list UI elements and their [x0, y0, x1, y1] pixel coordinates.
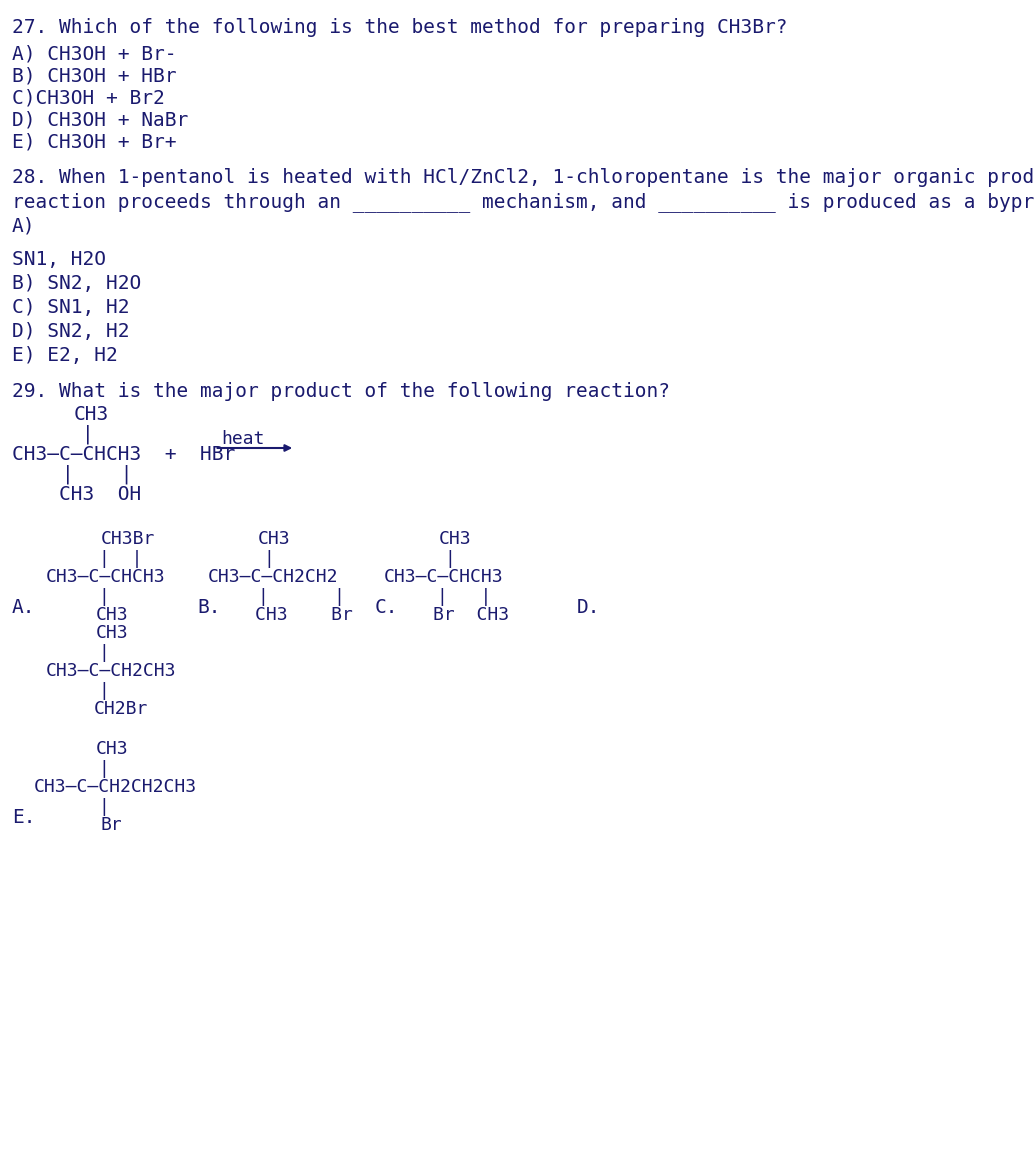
- Text: C.: C.: [374, 598, 398, 617]
- Text: D) CH3OH + NaBr: D) CH3OH + NaBr: [12, 109, 188, 129]
- Text: |: |: [98, 682, 110, 700]
- Text: CH3—C—CH2CH2CH3: CH3—C—CH2CH2CH3: [33, 778, 196, 796]
- Text: CH3—C—CHCH3: CH3—C—CHCH3: [384, 568, 504, 586]
- Text: D) SN2, H2: D) SN2, H2: [12, 323, 129, 341]
- Text: CH3  OH: CH3 OH: [59, 485, 142, 505]
- Text: B) CH3OH + HBr: B) CH3OH + HBr: [12, 66, 177, 85]
- Text: |      |: | |: [258, 588, 345, 606]
- Text: C)CH3OH + Br2: C)CH3OH + Br2: [12, 88, 164, 107]
- Text: |: |: [444, 550, 455, 568]
- Text: |    |: | |: [62, 465, 132, 485]
- Text: |  |: | |: [98, 550, 142, 568]
- Text: A.: A.: [12, 598, 35, 617]
- Text: CH3—C—CHCH3: CH3—C—CHCH3: [45, 568, 165, 586]
- Text: Br: Br: [100, 816, 122, 834]
- Text: E) E2, H2: E) E2, H2: [12, 346, 118, 365]
- Text: CH3Br: CH3Br: [100, 530, 155, 548]
- Text: CH2Br: CH2Br: [94, 700, 148, 718]
- Text: CH3: CH3: [258, 530, 291, 548]
- Text: 28. When 1-pentanol is heated with HCl/ZnCl2, 1-chloropentane is the major organ: 28. When 1-pentanol is heated with HCl/Z…: [12, 168, 1034, 187]
- Text: C) SN1, H2: C) SN1, H2: [12, 298, 129, 317]
- Text: |: |: [263, 550, 274, 568]
- Text: |: |: [98, 798, 110, 816]
- Text: CH3—C—CHCH3  +  HBr: CH3—C—CHCH3 + HBr: [12, 445, 236, 464]
- Text: B.: B.: [197, 598, 221, 617]
- Text: 29. What is the major product of the following reaction?: 29. What is the major product of the fol…: [12, 382, 670, 401]
- Text: E.: E.: [12, 808, 35, 827]
- Text: SN1, H2O: SN1, H2O: [12, 250, 107, 270]
- Text: CH3: CH3: [96, 606, 128, 624]
- Text: CH3: CH3: [73, 406, 109, 424]
- Text: B) SN2, H2O: B) SN2, H2O: [12, 274, 142, 293]
- Text: CH3—C—CH2CH2: CH3—C—CH2CH2: [208, 568, 338, 586]
- Text: |: |: [98, 644, 110, 662]
- Text: Br  CH3: Br CH3: [432, 606, 509, 624]
- Text: heat: heat: [221, 430, 265, 448]
- Text: A) CH3OH + Br-: A) CH3OH + Br-: [12, 44, 177, 63]
- Text: CH3    Br: CH3 Br: [254, 606, 353, 624]
- Text: CH3: CH3: [96, 624, 128, 642]
- Text: E) CH3OH + Br+: E) CH3OH + Br+: [12, 132, 177, 151]
- Text: A): A): [12, 217, 35, 235]
- Text: 27. Which of the following is the best method for preparing CH3Br?: 27. Which of the following is the best m…: [12, 18, 788, 37]
- Text: reaction proceeds through an __________ mechanism, and __________ is produced as: reaction proceeds through an __________ …: [12, 192, 1034, 212]
- Text: |: |: [98, 760, 110, 778]
- Text: |: |: [98, 588, 110, 606]
- Text: CH3: CH3: [96, 740, 128, 758]
- Text: |   |: | |: [437, 588, 491, 606]
- Text: CH3: CH3: [439, 530, 472, 548]
- Text: CH3—C—CH2CH3: CH3—C—CH2CH3: [45, 662, 176, 680]
- Text: |: |: [82, 425, 93, 445]
- Text: D.: D.: [577, 598, 600, 617]
